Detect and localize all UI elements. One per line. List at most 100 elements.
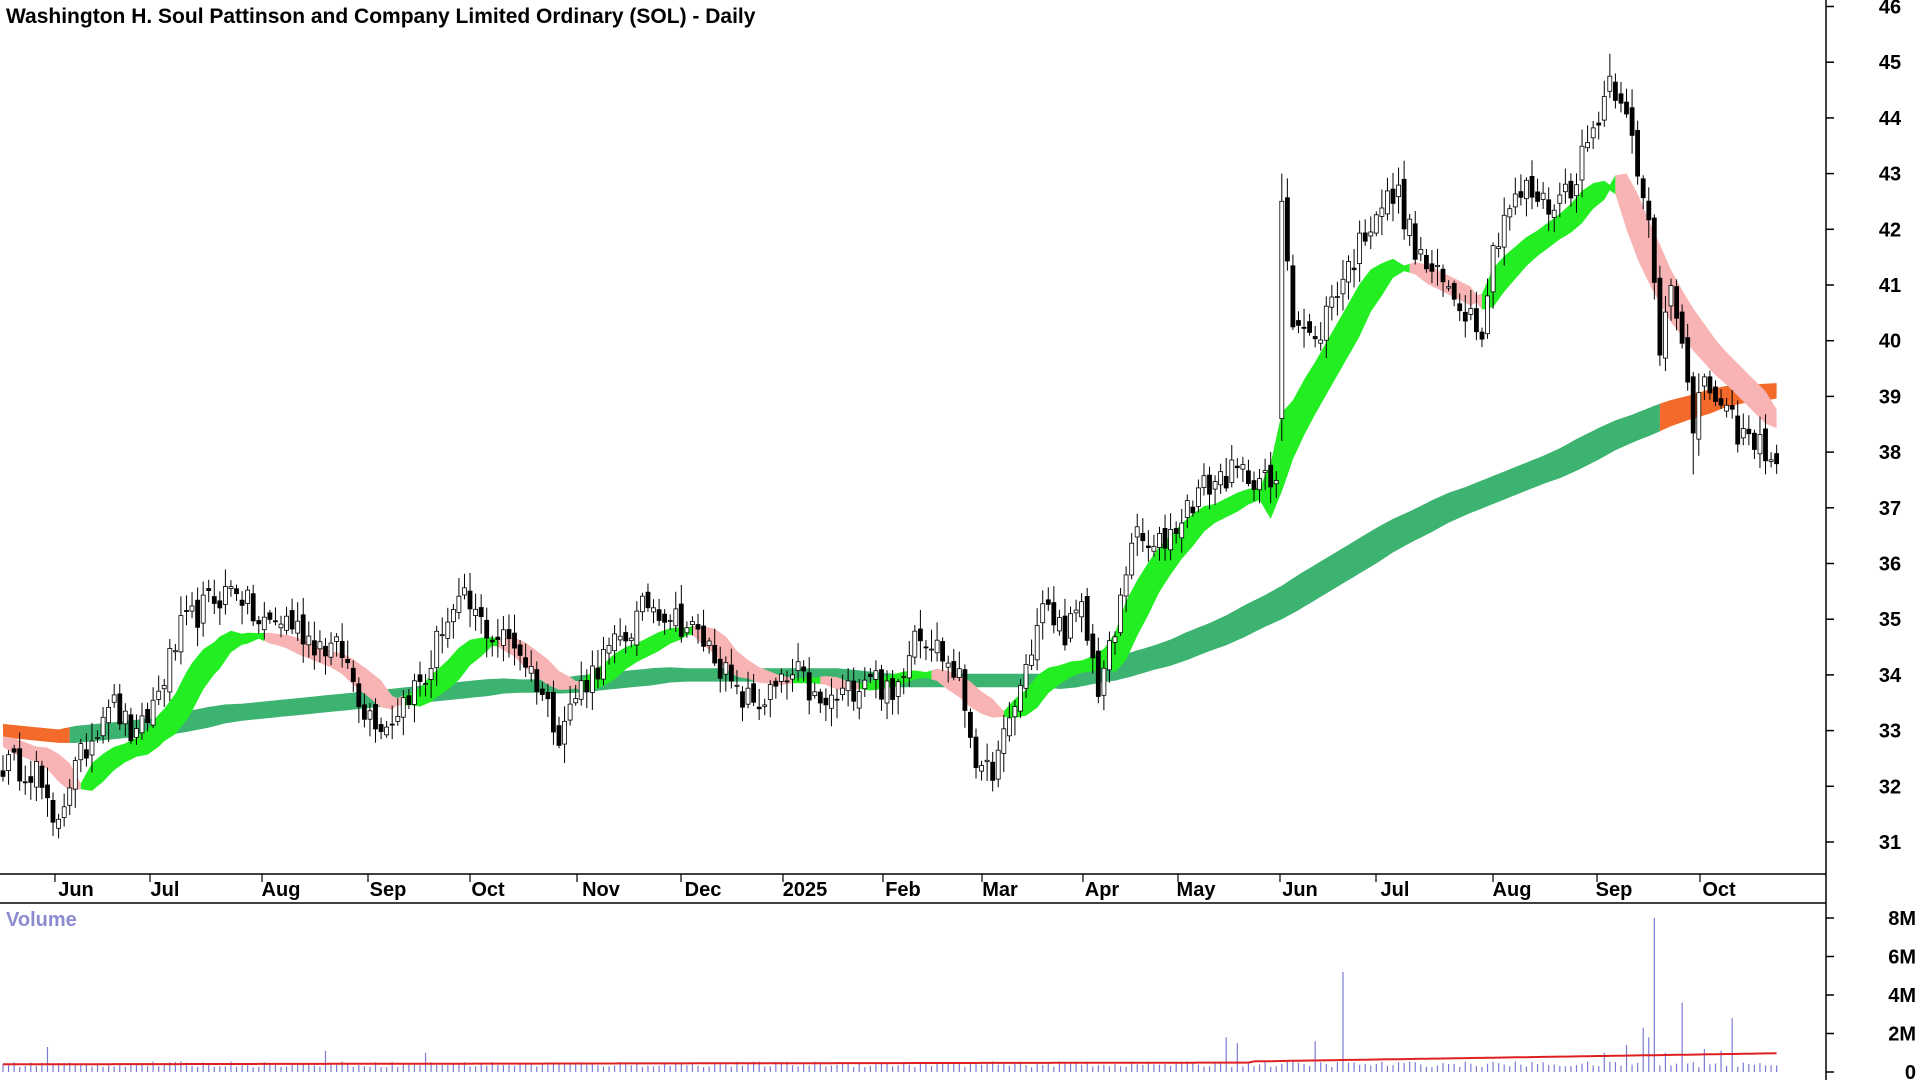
candle-body — [1718, 398, 1724, 406]
candle-body — [834, 698, 840, 701]
x-axis-label: Jun — [1282, 879, 1318, 901]
candle-body — [1007, 717, 1012, 737]
short-ma-band-segment — [264, 632, 404, 710]
price-tick-label: 44 — [1879, 108, 1902, 130]
candle-body — [456, 595, 462, 613]
candle-body — [1613, 81, 1618, 101]
candle-body — [1501, 214, 1507, 248]
candle-body — [378, 724, 384, 732]
price-ticks: 31 32 33 34 35 36 37 38 39 40 41 42 43 44 45 46 — [1826, 0, 1902, 854]
candle-body — [1485, 295, 1490, 335]
candle-body — [1018, 685, 1023, 712]
short-ma-band-segment — [1482, 175, 1616, 310]
x-axis-label: Feb — [885, 879, 921, 901]
candle-body — [1618, 93, 1624, 104]
candle-body — [1629, 107, 1635, 136]
candle-body — [423, 683, 429, 685]
price-tick-label: 42 — [1879, 219, 1901, 241]
candle-body — [1579, 145, 1585, 181]
candle-body — [200, 594, 206, 624]
candle-body — [534, 669, 540, 692]
volume-tick-label: 4M — [1888, 985, 1916, 1007]
candle-body — [1685, 337, 1691, 383]
candle-body — [122, 710, 128, 725]
candle-body — [1112, 636, 1118, 643]
candle-body — [328, 642, 334, 658]
candle-body — [22, 781, 28, 784]
candle-body — [1713, 386, 1718, 402]
candle-body — [1207, 474, 1212, 495]
candle-body — [740, 691, 745, 708]
candle-body — [222, 586, 228, 605]
candle-body — [6, 754, 11, 772]
candle-body — [1412, 223, 1418, 260]
candle-body — [506, 629, 512, 640]
candle-body — [373, 704, 378, 730]
candle-body — [717, 658, 723, 679]
candle-body — [695, 624, 701, 630]
candle-body — [1457, 303, 1463, 312]
candles — [0, 53, 1779, 839]
x-axis-label: Sep — [1596, 879, 1633, 901]
candle-body — [1468, 308, 1474, 315]
candle-body — [1151, 546, 1157, 552]
price-tick-label: 32 — [1879, 776, 1901, 798]
candle-body — [400, 697, 406, 718]
short-ma-band-segment — [792, 676, 821, 685]
candle-body — [1079, 601, 1084, 618]
x-axis-label: Apr — [1085, 879, 1120, 901]
candle-body — [11, 748, 17, 753]
candle-body — [906, 655, 912, 679]
candle-body — [78, 743, 84, 761]
price-tick-label: 46 — [1879, 0, 1901, 19]
candle-body — [34, 761, 39, 788]
volume-tick-label: 6M — [1888, 947, 1916, 969]
candle-body — [1640, 178, 1646, 199]
candle-body — [1763, 428, 1768, 462]
candle-body — [450, 609, 456, 623]
candle-body — [1057, 617, 1062, 632]
short-ma-band-segment — [80, 630, 265, 791]
candle-body — [384, 726, 390, 736]
candle-body — [311, 640, 317, 656]
volume-bars — [2, 918, 1778, 1072]
candle-body — [1529, 175, 1535, 198]
price-tick-label: 33 — [1879, 721, 1901, 743]
candle-body — [1190, 506, 1196, 514]
candle-body — [1001, 728, 1007, 754]
candle-body — [940, 641, 945, 662]
short-ma-band-segment — [1409, 262, 1482, 310]
candle-body — [1462, 311, 1468, 322]
candle-body — [1290, 265, 1296, 328]
candle-body — [1418, 248, 1424, 255]
candle-body — [39, 765, 45, 788]
candle-body — [1424, 254, 1429, 270]
candle-body — [517, 644, 523, 656]
candle-body — [1396, 184, 1401, 198]
short-ma-band-segment — [1003, 258, 1410, 718]
x-axis-label: Jul — [151, 879, 180, 901]
candle-body — [601, 649, 606, 680]
candle-body — [289, 610, 295, 630]
candle-body — [1696, 392, 1702, 440]
candle-body — [1446, 286, 1451, 289]
candle-body — [1123, 574, 1129, 597]
candle-body — [428, 668, 434, 680]
price-tick-label: 45 — [1879, 52, 1901, 74]
short-ma-band-segment — [692, 625, 793, 685]
price-tick-label: 31 — [1879, 832, 1901, 854]
candle-body — [656, 609, 662, 621]
candle-body — [172, 650, 178, 653]
candle-body — [1118, 594, 1123, 634]
candle-body — [1451, 282, 1457, 300]
candle-body — [234, 588, 239, 595]
candle-body — [95, 737, 100, 739]
candle-body — [1157, 533, 1162, 549]
candle-body — [150, 699, 156, 726]
candle-body — [1240, 464, 1246, 470]
candle-body — [951, 661, 957, 678]
price-tick-label: 36 — [1879, 554, 1901, 576]
candle-body — [918, 628, 923, 642]
candle-body — [111, 694, 117, 703]
candle-body — [395, 716, 401, 722]
